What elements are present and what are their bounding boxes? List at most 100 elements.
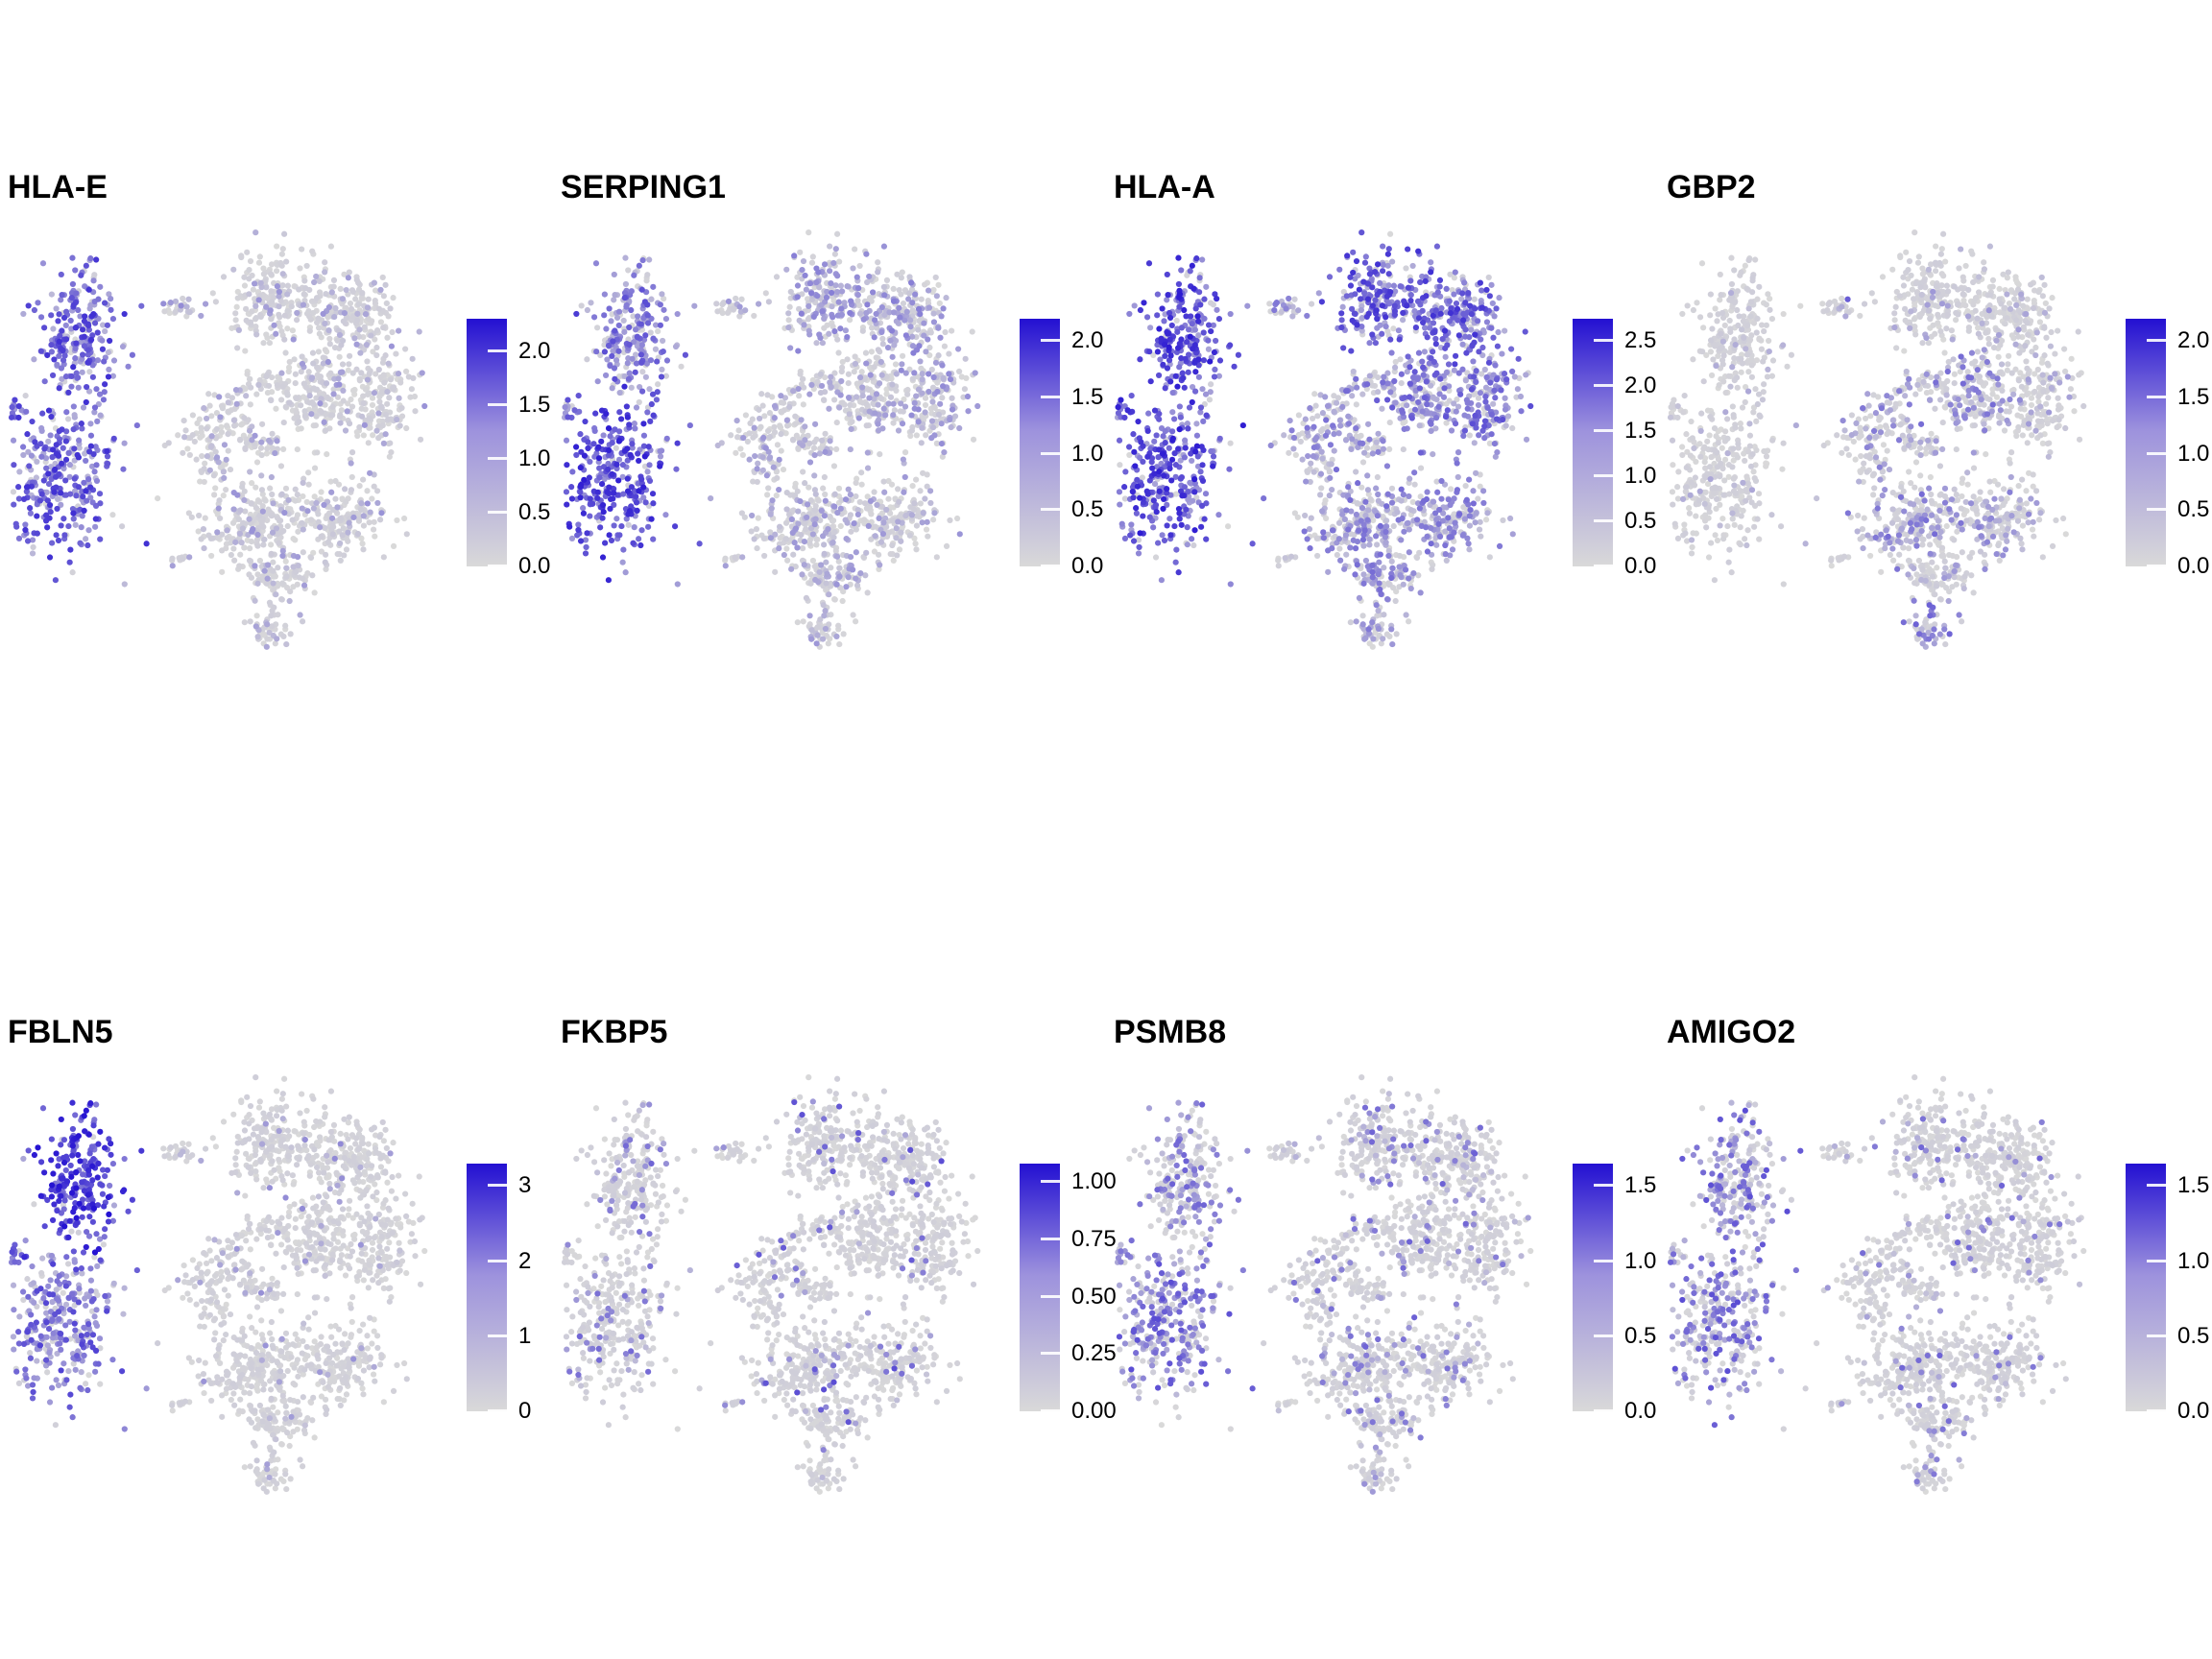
- colorbar-tick-mark: [2147, 1260, 2166, 1262]
- colorbar-ticks: 2.0 1.5 1.0 0.5 0.0: [2126, 319, 2212, 578]
- colorbar-gradient: [467, 319, 507, 566]
- panel-title: PSMB8: [1114, 1014, 1227, 1050]
- colorbar-tick-label: 1.5: [2177, 1172, 2210, 1198]
- colorbar-gradient: [1573, 319, 1613, 566]
- colorbar-legend: 2.0 1.5 1.0 0.5 0.0: [1020, 319, 1106, 578]
- panel-fkbp5: FKBP5 1.00 0.75 0.50 0.25 0.00: [553, 989, 1117, 1527]
- colorbar-tick-mark: [2147, 1334, 2166, 1337]
- colorbar-tick-mark: [1594, 1184, 1613, 1187]
- colorbar-tick-label: 2.5: [1624, 327, 1657, 353]
- colorbar-ticks: 2.5 2.0 1.5 1.0 0.5 0.0: [1573, 319, 1659, 578]
- colorbar-gradient: [1020, 319, 1060, 566]
- colorbar-tick-label: 1.5: [518, 392, 551, 418]
- colorbar-tick-mark: [488, 1334, 507, 1337]
- panel-title: FKBP5: [561, 1014, 668, 1050]
- colorbar-tick-label: 0.5: [1071, 496, 1104, 522]
- colorbar-legend: 2.5 2.0 1.5 1.0 0.5 0.0: [1573, 319, 1659, 578]
- colorbar-tick-label: 1.5: [2177, 384, 2210, 410]
- colorbar-tick-mark: [2147, 508, 2166, 511]
- colorbar-tick-label: 1.0: [1624, 1248, 1657, 1274]
- colorbar-tick-label: 0: [518, 1398, 532, 1424]
- colorbar-ticks: 1.00 0.75 0.50 0.25 0.00: [1020, 1164, 1117, 1423]
- colorbar-gradient: [1573, 1164, 1613, 1411]
- colorbar-tick-label: 1.5: [1624, 1172, 1657, 1198]
- colorbar-gradient: [2126, 1164, 2166, 1411]
- panel-title: HLA-E: [8, 169, 108, 205]
- colorbar-tick-label: 0.0: [1624, 553, 1657, 579]
- umap-scatter: [1112, 228, 1544, 651]
- colorbar-ticks: 1.5 1.0 0.5 0.0: [1573, 1164, 1659, 1423]
- colorbar-tick-mark: [1041, 339, 1060, 342]
- colorbar-tick-label: 2.0: [518, 338, 551, 364]
- colorbar-tick-label: 0.5: [2177, 1323, 2210, 1349]
- colorbar-tick-mark: [488, 1409, 507, 1412]
- colorbar-tick-mark: [2147, 1409, 2166, 1412]
- colorbar-legend: 1.5 1.0 0.5 0.0: [2126, 1164, 2212, 1423]
- colorbar-tick-mark: [1594, 384, 1613, 387]
- colorbar-tick-mark: [2147, 565, 2166, 567]
- colorbar-tick-mark: [1041, 452, 1060, 455]
- panel-title: AMIGO2: [1667, 1014, 1796, 1050]
- colorbar-ticks: 3 2 1 0: [467, 1164, 553, 1423]
- colorbar-gradient: [1020, 1164, 1060, 1411]
- colorbar-legend: 1.5 1.0 0.5 0.0: [1573, 1164, 1659, 1423]
- colorbar-legend: 2.0 1.5 1.0 0.5 0.0: [467, 319, 553, 578]
- colorbar-tick-mark: [1041, 1409, 1060, 1412]
- colorbar-tick-mark: [1594, 429, 1613, 432]
- colorbar-tick-mark: [1041, 1238, 1060, 1240]
- colorbar-tick-label: 0.0: [2177, 1398, 2210, 1424]
- colorbar-tick-label: 0.5: [1624, 1323, 1657, 1349]
- colorbar-tick-mark: [1041, 565, 1060, 567]
- panel-serping1: SERPING1 2.0 1.5 1.0 0.5 0.0: [553, 144, 1106, 682]
- colorbar-tick-label: 0.0: [1071, 553, 1104, 579]
- colorbar-tick-label: 1.0: [2177, 441, 2210, 467]
- colorbar-ticks: 2.0 1.5 1.0 0.5 0.0: [1020, 319, 1106, 578]
- colorbar-tick-mark: [488, 511, 507, 514]
- umap-scatter: [1112, 1073, 1544, 1496]
- colorbar-tick-mark: [1594, 1409, 1613, 1412]
- colorbar-tick-mark: [1594, 1260, 1613, 1262]
- panel-fbln5: FBLN5 3 2 1 0: [0, 989, 553, 1527]
- colorbar-tick-mark: [488, 1184, 507, 1187]
- colorbar-tick-mark: [1594, 1334, 1613, 1337]
- panel-hla-e: HLA-E 2.0 1.5 1.0 0.5 0.0: [0, 144, 553, 682]
- colorbar-tick-label: 1.5: [1071, 384, 1104, 410]
- colorbar-tick-label: 1.5: [1624, 418, 1657, 444]
- panel-hla-a: HLA-A 2.5 2.0 1.5 1.0 0.5 0.0: [1106, 144, 1659, 682]
- colorbar-tick-label: 0.75: [1071, 1226, 1117, 1252]
- colorbar-tick-mark: [1594, 565, 1613, 567]
- colorbar-tick-label: 0.5: [2177, 496, 2210, 522]
- colorbar-tick-label: 1.0: [1624, 463, 1657, 489]
- umap-scatter: [1665, 1073, 2097, 1496]
- colorbar-legend: 2.0 1.5 1.0 0.5 0.0: [2126, 319, 2212, 578]
- colorbar-tick-label: 0.0: [518, 553, 551, 579]
- colorbar-tick-label: 2.0: [1624, 373, 1657, 398]
- panel-amigo2: AMIGO2 1.5 1.0 0.5 0.0: [1659, 989, 2212, 1527]
- umap-scatter: [6, 1073, 438, 1496]
- colorbar-tick-label: 0.00: [1071, 1398, 1117, 1424]
- colorbar-tick-mark: [2147, 339, 2166, 342]
- umap-scatter: [1665, 228, 2097, 651]
- colorbar-tick-mark: [488, 565, 507, 567]
- umap-scatter: [559, 1073, 991, 1496]
- colorbar-tick-mark: [1594, 519, 1613, 522]
- panel-title: SERPING1: [561, 169, 726, 205]
- colorbar-tick-label: 3: [518, 1172, 532, 1198]
- colorbar-tick-label: 0.5: [1624, 508, 1657, 534]
- colorbar-tick-label: 1.0: [518, 445, 551, 471]
- colorbar-tick-mark: [488, 349, 507, 352]
- colorbar-gradient: [2126, 319, 2166, 566]
- colorbar-tick-label: 2.0: [1071, 327, 1104, 353]
- panel-title: FBLN5: [8, 1014, 113, 1050]
- colorbar-tick-label: 0.0: [2177, 553, 2210, 579]
- colorbar-legend: 1.00 0.75 0.50 0.25 0.00: [1020, 1164, 1117, 1423]
- colorbar-tick-mark: [488, 1260, 507, 1262]
- colorbar-tick-label: 1.0: [1071, 441, 1104, 467]
- colorbar-tick-mark: [1041, 508, 1060, 511]
- panel-psmb8: PSMB8 1.5 1.0 0.5 0.0: [1106, 989, 1659, 1527]
- colorbar-tick-mark: [1041, 1295, 1060, 1298]
- colorbar-tick-label: 0.0: [1624, 1398, 1657, 1424]
- colorbar-tick-label: 0.25: [1071, 1340, 1117, 1366]
- colorbar-tick-label: 0.50: [1071, 1284, 1117, 1310]
